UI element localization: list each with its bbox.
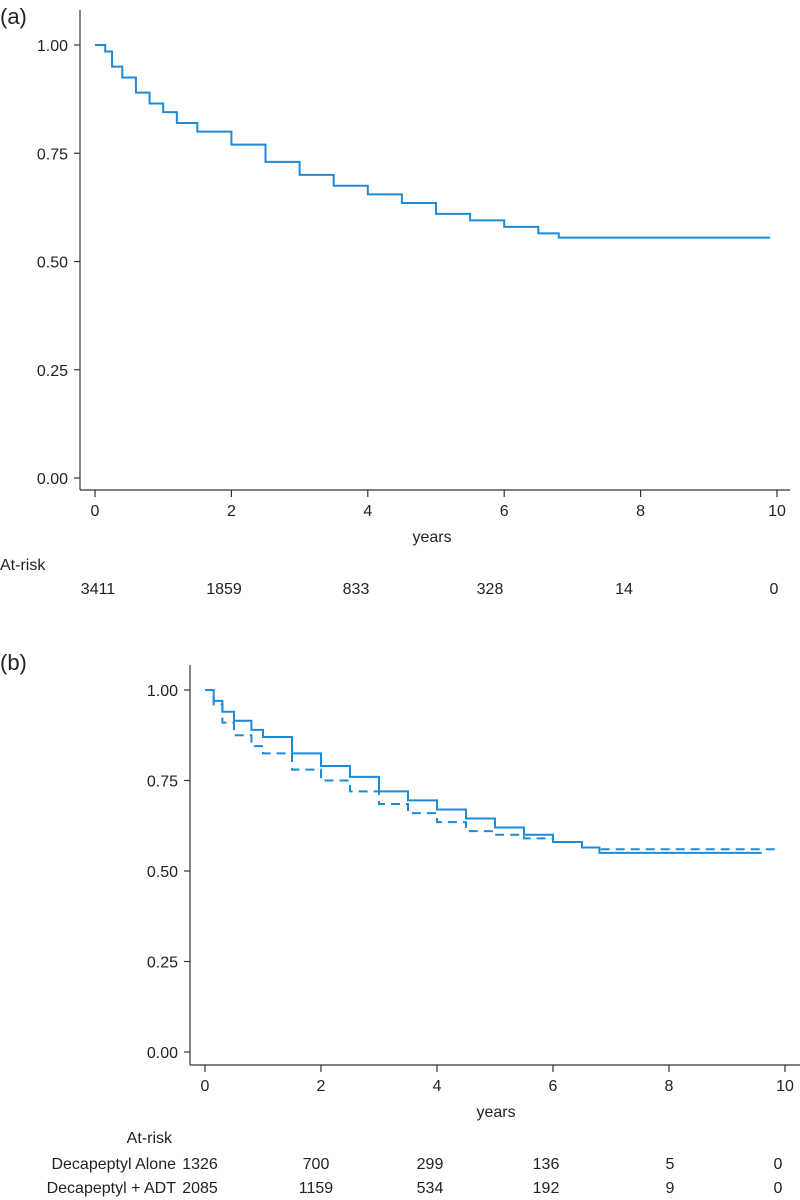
x-tick-label: 0: [201, 1078, 210, 1095]
panel-a-x-axis-label: years: [412, 529, 451, 546]
at-risk-count: 1859: [206, 581, 242, 598]
panel-a-series: [95, 44, 771, 239]
y-tick-label: 0.75: [37, 146, 68, 163]
y-tick-label: 0.00: [37, 471, 68, 488]
at-risk-count: 2085: [182, 1180, 218, 1197]
x-tick-label: 6: [549, 1078, 558, 1095]
at-risk-count: 328: [477, 581, 504, 598]
at-risk-count: 5: [666, 1156, 675, 1173]
y-tick-label: 0.00: [147, 1045, 178, 1062]
y-tick-label: 0.75: [147, 774, 178, 791]
x-tick-label: 10: [776, 1078, 794, 1095]
y-tick-label: 0.50: [147, 864, 178, 881]
at-risk-count: 1159: [299, 1180, 334, 1197]
x-tick-label: 2: [317, 1078, 326, 1095]
panel-a-at-risk-table: 3411 1859 833 328 14 0: [81, 581, 779, 598]
at-risk-count: 192: [533, 1180, 560, 1197]
at-risk-count: 0: [774, 1156, 783, 1173]
panel-b: (b) 0.00 0.25 0.50 0.75 1.00 0 2 4 6 8 10 years At…: [0, 650, 800, 1197]
panel-a-axes: [79, 10, 790, 491]
x-tick-label: 8: [636, 503, 645, 520]
panel-a-at-risk-title: At-risk: [0, 557, 46, 574]
panel-b-label: (b): [0, 650, 27, 675]
at-risk-count: 534: [417, 1180, 444, 1197]
series-line-solid: [95, 44, 771, 239]
at-risk-count: 0: [770, 581, 779, 598]
at-risk-count: 14: [615, 581, 633, 598]
at-risk-count: 136: [533, 1156, 560, 1173]
panel-b-axes: [189, 665, 800, 1066]
series-line-dashed: [205, 689, 780, 851]
at-risk-row-label: Decapeptyl + ADT: [47, 1180, 177, 1197]
x-tick-label: 0: [91, 503, 100, 520]
x-tick-label: 10: [768, 503, 786, 520]
y-tick-label: 0.25: [37, 363, 68, 380]
panel-b-series: [205, 689, 780, 854]
at-risk-count: 0: [774, 1180, 783, 1197]
at-risk-count: 700: [303, 1156, 330, 1173]
panel-a-label: (a): [0, 4, 27, 29]
y-tick-label: 0.25: [147, 955, 178, 972]
at-risk-count: 299: [417, 1156, 444, 1173]
panel-b-at-risk-table: Decapeptyl Alone 1326 700 299 136 5 0 Decapepty…: [47, 1156, 783, 1197]
y-tick-label: 0.50: [37, 255, 68, 272]
panel-b-x-axis-label: years: [476, 1104, 515, 1121]
x-tick-label: 8: [665, 1078, 674, 1095]
panel-a-ticks: 0.00 0.25 0.50 0.75 1.00 0 2 4 6 8 10: [37, 38, 786, 520]
x-tick-label: 6: [500, 503, 509, 520]
panel-b-at-risk-title: At-risk: [127, 1130, 173, 1147]
x-tick-label: 4: [433, 1078, 442, 1095]
panel-b-ticks: 0.00 0.25 0.50 0.75 1.00 0 2 4 6 8 10: [147, 683, 794, 1095]
y-tick-label: 1.00: [37, 38, 68, 55]
y-tick-label: 1.00: [147, 683, 178, 700]
at-risk-count: 9: [666, 1180, 675, 1197]
at-risk-count: 3411: [81, 581, 116, 598]
at-risk-count: 833: [343, 581, 370, 598]
series-line-solid: [205, 689, 762, 854]
panel-a: (a) 0.00 0.25 0.50 0.75 1.00 0 2 4 6 8 10 years At…: [0, 4, 790, 598]
x-tick-label: 2: [227, 503, 236, 520]
at-risk-count: 1326: [182, 1156, 218, 1173]
x-tick-label: 4: [363, 503, 372, 520]
at-risk-row-label: Decapeptyl Alone: [51, 1156, 176, 1173]
